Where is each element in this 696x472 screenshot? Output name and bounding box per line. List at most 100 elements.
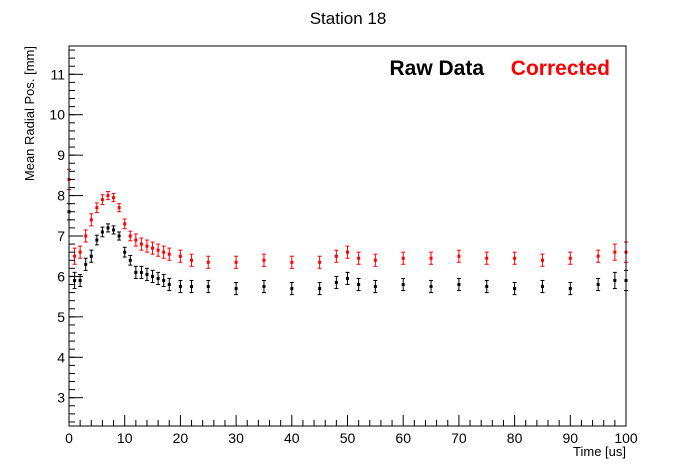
- data-point: [568, 287, 572, 291]
- plot-area: [67, 168, 628, 296]
- data-point: [234, 260, 238, 264]
- data-point: [596, 283, 600, 287]
- data-point: [513, 256, 517, 260]
- data-point: [73, 278, 77, 282]
- data-point: [134, 270, 138, 274]
- x-tick-label: 100: [614, 430, 638, 446]
- x-tick-label: 70: [451, 430, 467, 446]
- data-point: [485, 256, 489, 260]
- y-tick-label: 6: [57, 268, 65, 284]
- data-point: [156, 248, 160, 252]
- data-point: [429, 285, 433, 289]
- data-point: [89, 254, 93, 258]
- data-point: [206, 285, 210, 289]
- data-point: [178, 254, 182, 258]
- data-point: [106, 226, 110, 230]
- data-point: [112, 196, 116, 200]
- data-point: [373, 285, 377, 289]
- y-tick-label: 8: [57, 188, 65, 204]
- data-point: [95, 206, 99, 210]
- data-point: [357, 256, 361, 260]
- data-point: [429, 256, 433, 260]
- data-point: [401, 283, 405, 287]
- data-point: [128, 258, 132, 262]
- data-point: [540, 258, 544, 262]
- data-point: [167, 283, 171, 287]
- y-tick-label: 4: [57, 349, 65, 365]
- data-point: [290, 260, 294, 264]
- x-tick-label: 40: [284, 430, 300, 446]
- data-point: [167, 252, 171, 256]
- data-point: [318, 260, 322, 264]
- data-point: [457, 283, 461, 287]
- data-point: [78, 278, 82, 282]
- data-point: [151, 274, 155, 278]
- data-point: [139, 270, 143, 274]
- data-point: [234, 287, 238, 291]
- y-tick-label: 7: [57, 228, 65, 244]
- y-tick-label: 10: [49, 107, 65, 123]
- plot-frame: [68, 45, 627, 427]
- y-axis-label: Mean Radial Pos. [mm]: [22, 46, 37, 181]
- data-point: [206, 260, 210, 264]
- data-point: [373, 258, 377, 262]
- data-point: [190, 258, 194, 262]
- data-point: [334, 280, 338, 284]
- data-point: [540, 285, 544, 289]
- data-point: [117, 234, 121, 238]
- data-point: [613, 278, 617, 282]
- data-point: [84, 262, 88, 266]
- x-tick-label: 80: [507, 430, 523, 446]
- x-tick-label: 30: [228, 430, 244, 446]
- y-tick-label: 11: [50, 66, 65, 82]
- data-point: [145, 272, 149, 276]
- data-point: [346, 276, 349, 280]
- data-point: [190, 285, 194, 289]
- x-tick-label: 20: [173, 430, 189, 446]
- data-point: [100, 198, 104, 202]
- data-point: [128, 234, 132, 238]
- y-tick-label: 5: [57, 309, 65, 325]
- data-point: [457, 254, 461, 258]
- data-point: [513, 287, 517, 291]
- data-point: [106, 194, 110, 198]
- data-point: [568, 256, 572, 260]
- legend-raw-data: Raw Data: [389, 57, 484, 80]
- data-point: [95, 238, 99, 242]
- data-point: [156, 276, 160, 280]
- x-tick-label: 60: [395, 430, 411, 446]
- data-point: [162, 250, 166, 254]
- data-point: [123, 222, 127, 226]
- data-point: [84, 234, 88, 238]
- x-axis-label: Time [us]: [573, 444, 626, 459]
- chart-title: Station 18: [310, 9, 387, 28]
- data-point: [357, 283, 361, 287]
- data-point: [401, 256, 405, 260]
- data-point: [78, 250, 82, 254]
- x-tick-label: 50: [340, 430, 356, 446]
- data-point: [89, 218, 93, 222]
- series-0: [67, 203, 628, 296]
- data-point: [178, 285, 182, 289]
- data-point: [262, 258, 266, 262]
- data-point: [290, 287, 294, 291]
- data-point: [123, 250, 127, 254]
- data-point: [346, 250, 349, 254]
- series-1: [67, 168, 628, 269]
- legend-corrected: Corrected: [511, 57, 610, 80]
- data-point: [596, 254, 600, 258]
- data-point: [485, 285, 489, 289]
- data-point: [262, 285, 266, 289]
- y-tick-label: 3: [57, 390, 65, 406]
- data-point: [112, 228, 116, 232]
- data-point: [334, 254, 338, 258]
- data-point: [134, 238, 138, 242]
- x-tick-label: 0: [65, 430, 73, 446]
- y-axis: 3 4 5 6 7 8 9 10 11: [49, 49, 83, 423]
- data-point: [117, 206, 121, 210]
- data-point: [162, 278, 166, 282]
- data-point: [145, 244, 149, 248]
- data-point: [73, 254, 77, 258]
- data-point: [100, 230, 104, 234]
